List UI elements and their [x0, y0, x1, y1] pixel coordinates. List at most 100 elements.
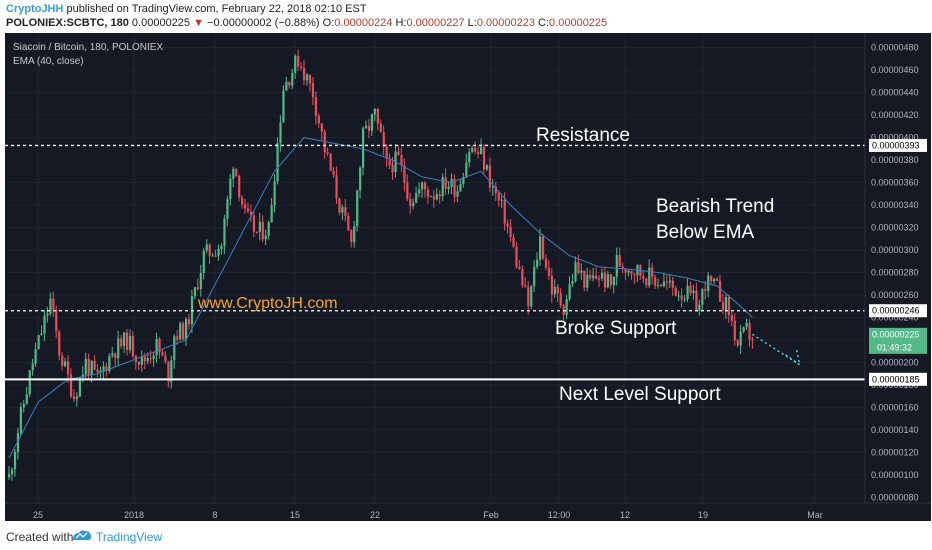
candle-body — [117, 338, 120, 359]
candle-body — [462, 177, 465, 184]
candle-body — [205, 244, 208, 251]
price-chart[interactable]: 0.00000480 0.00000460 0.00000440 0.00000420… — [5, 33, 931, 521]
candle-body — [220, 245, 223, 249]
candle-body — [686, 285, 689, 300]
price-tick-label: 0.00000360 — [871, 178, 919, 188]
candle-body — [297, 55, 300, 67]
next-support-badge-text: 0.00000185 — [872, 374, 920, 384]
candle-body — [406, 182, 409, 200]
broke-support-annotation[interactable]: Broke Support — [555, 318, 677, 339]
candle-body — [692, 290, 695, 293]
price-tick-label: 0.00000100 — [871, 470, 919, 480]
candle-body — [438, 194, 441, 197]
candle-body — [58, 331, 61, 356]
candle-body — [67, 361, 70, 375]
symbol-label: POLONIEX:SCBTC, 180 — [6, 17, 129, 29]
candle-body — [695, 290, 698, 311]
candle-body — [311, 83, 315, 98]
candle-body — [182, 323, 185, 340]
footer: Created with TradingView — [0, 521, 932, 550]
candle-body — [22, 403, 25, 408]
candle-body — [93, 360, 96, 370]
candle-body — [105, 366, 108, 371]
candle-body — [642, 275, 645, 279]
candle-body — [718, 280, 722, 302]
price-tick-label: 0.00000280 — [871, 267, 919, 277]
price-tick-label: 0.00000320 — [871, 223, 919, 233]
candle-body — [282, 90, 285, 123]
candle-body — [589, 274, 592, 279]
candle-body — [494, 186, 497, 194]
candle-body — [196, 287, 199, 290]
resistance-badge: 0.00000393 — [869, 138, 927, 152]
resistance-annotation[interactable]: Resistance — [536, 125, 630, 146]
candle-body — [423, 182, 427, 190]
support-badge-text: 0.00000246 — [872, 306, 920, 316]
candle-body — [329, 153, 332, 171]
candle-body — [742, 327, 745, 332]
candle-body — [630, 270, 633, 275]
candle-body — [674, 287, 677, 296]
price-tick-label: 0.00000340 — [871, 200, 919, 210]
candle-body — [668, 280, 671, 283]
candle-body — [367, 125, 371, 131]
candle-body — [716, 278, 719, 281]
candle-body — [426, 189, 430, 197]
candle-body — [314, 97, 317, 116]
price-tick-label: 0.00000480 — [871, 43, 919, 53]
candle-body — [518, 266, 521, 270]
author-link[interactable]: CryptoJHH — [6, 3, 64, 15]
candle-body — [140, 356, 143, 365]
candle-body — [456, 191, 459, 197]
candle-body — [202, 250, 205, 273]
candle-body — [294, 55, 297, 73]
candle-body — [397, 151, 400, 155]
website-watermark[interactable]: www.CryptoJH.com — [197, 295, 338, 312]
open-label: O: — [322, 17, 335, 29]
candle-body — [75, 396, 79, 400]
price-change: −0.00000002 (−0.88%) — [207, 17, 320, 29]
time-axis[interactable]: 25 2018 8 15 22 Feb 12:00 12 19 Mar — [33, 510, 823, 520]
candle-body — [341, 207, 344, 213]
bearish-trend-annotation[interactable]: Bearish Trend — [656, 196, 774, 217]
candle-body — [598, 278, 601, 280]
candle-body — [432, 196, 435, 200]
candle-body — [276, 143, 279, 182]
price-tick-label: 0.00000380 — [871, 155, 919, 165]
candle-body — [8, 474, 11, 478]
candle-body — [459, 183, 462, 192]
candle-body — [193, 287, 197, 297]
candle-body — [376, 108, 379, 124]
price-tick-label: 0.00000420 — [871, 110, 919, 120]
price-axis[interactable]: 0.00000480 0.00000460 0.00000440 0.00000420… — [871, 43, 919, 503]
time-tick-label: 15 — [290, 510, 300, 520]
candle-body — [477, 151, 480, 154]
candle-body — [400, 154, 403, 166]
candle-body — [713, 278, 716, 282]
candle-body — [624, 268, 627, 273]
tradingview-logo-icon[interactable] — [72, 528, 92, 542]
candle-body — [539, 236, 542, 260]
tradingview-brand-link[interactable]: TradingView — [96, 530, 163, 544]
candle-body — [255, 231, 258, 233]
candle-body — [600, 272, 604, 279]
candle-body — [241, 197, 244, 205]
candle-body — [665, 281, 669, 283]
chart-background — [5, 33, 931, 521]
candle-body — [90, 360, 93, 375]
candle-body — [143, 356, 146, 362]
next-support-annotation[interactable]: Next Level Support — [559, 384, 721, 405]
candle-body — [680, 295, 683, 300]
candle-body — [187, 319, 191, 325]
candle-body — [232, 168, 235, 179]
candle-body — [152, 355, 155, 359]
below-ema-annotation[interactable]: Below EMA — [656, 222, 755, 243]
candle-body — [332, 170, 335, 176]
candle-body — [155, 338, 158, 356]
price-tick-label: 0.00000120 — [871, 447, 919, 457]
candle-body — [87, 358, 90, 375]
candle-body — [356, 190, 359, 227]
candle-body — [627, 270, 630, 273]
candle-body — [350, 230, 353, 243]
candle-body — [733, 320, 736, 341]
